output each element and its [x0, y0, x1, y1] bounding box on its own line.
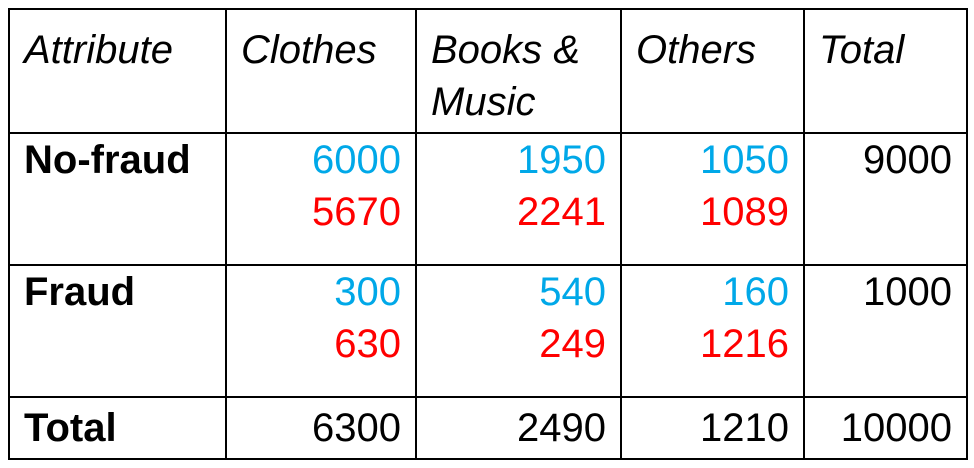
cell-no-fraud-total: 9000 — [803, 132, 968, 266]
expected-value: 160 — [722, 270, 789, 314]
cell-total-books-music: 2490 — [415, 396, 622, 460]
cell-no-fraud-others: 1050 1089 — [620, 132, 805, 266]
observed-value: 5670 — [312, 190, 401, 234]
observed-value: 2241 — [517, 190, 606, 234]
expected-value: 540 — [539, 270, 606, 314]
expected-value: 1950 — [517, 138, 606, 182]
table-row-fraud: Fraud 300 630 540 249 160 1216 1000 — [8, 264, 968, 398]
table-row-no-fraud: No-fraud 6000 5670 1950 2241 1050 1089 9… — [8, 132, 968, 266]
observed-value: 1089 — [700, 190, 789, 234]
header-others: Others — [620, 8, 805, 134]
expected-value: 1050 — [700, 138, 789, 182]
observed-value: 1216 — [700, 322, 789, 366]
cell-fraud-others: 160 1216 — [620, 264, 805, 398]
cell-total-others: 1210 — [620, 396, 805, 460]
observed-value: 630 — [334, 322, 401, 366]
expected-value: 6000 — [312, 138, 401, 182]
contingency-table: Attribute Clothes Books & Music Others T… — [8, 8, 968, 460]
table-row-total: Total 6300 2490 1210 10000 — [8, 396, 968, 460]
cell-no-fraud-books-music: 1950 2241 — [415, 132, 622, 266]
row-label-no-fraud: No-fraud — [8, 132, 227, 266]
cell-fraud-books-music: 540 249 — [415, 264, 622, 398]
header-row: Attribute Clothes Books & Music Others T… — [8, 8, 968, 134]
row-label-total: Total — [8, 396, 227, 460]
header-total: Total — [803, 8, 968, 134]
observed-value: 249 — [539, 322, 606, 366]
header-clothes: Clothes — [225, 8, 417, 134]
cell-no-fraud-clothes: 6000 5670 — [225, 132, 417, 266]
expected-value: 300 — [334, 270, 401, 314]
header-books-music: Books & Music — [415, 8, 622, 134]
header-attribute: Attribute — [8, 8, 227, 134]
cell-fraud-clothes: 300 630 — [225, 264, 417, 398]
cell-fraud-total: 1000 — [803, 264, 968, 398]
cell-total-clothes: 6300 — [225, 396, 417, 460]
cell-grand-total: 10000 — [803, 396, 968, 460]
row-label-fraud: Fraud — [8, 264, 227, 398]
